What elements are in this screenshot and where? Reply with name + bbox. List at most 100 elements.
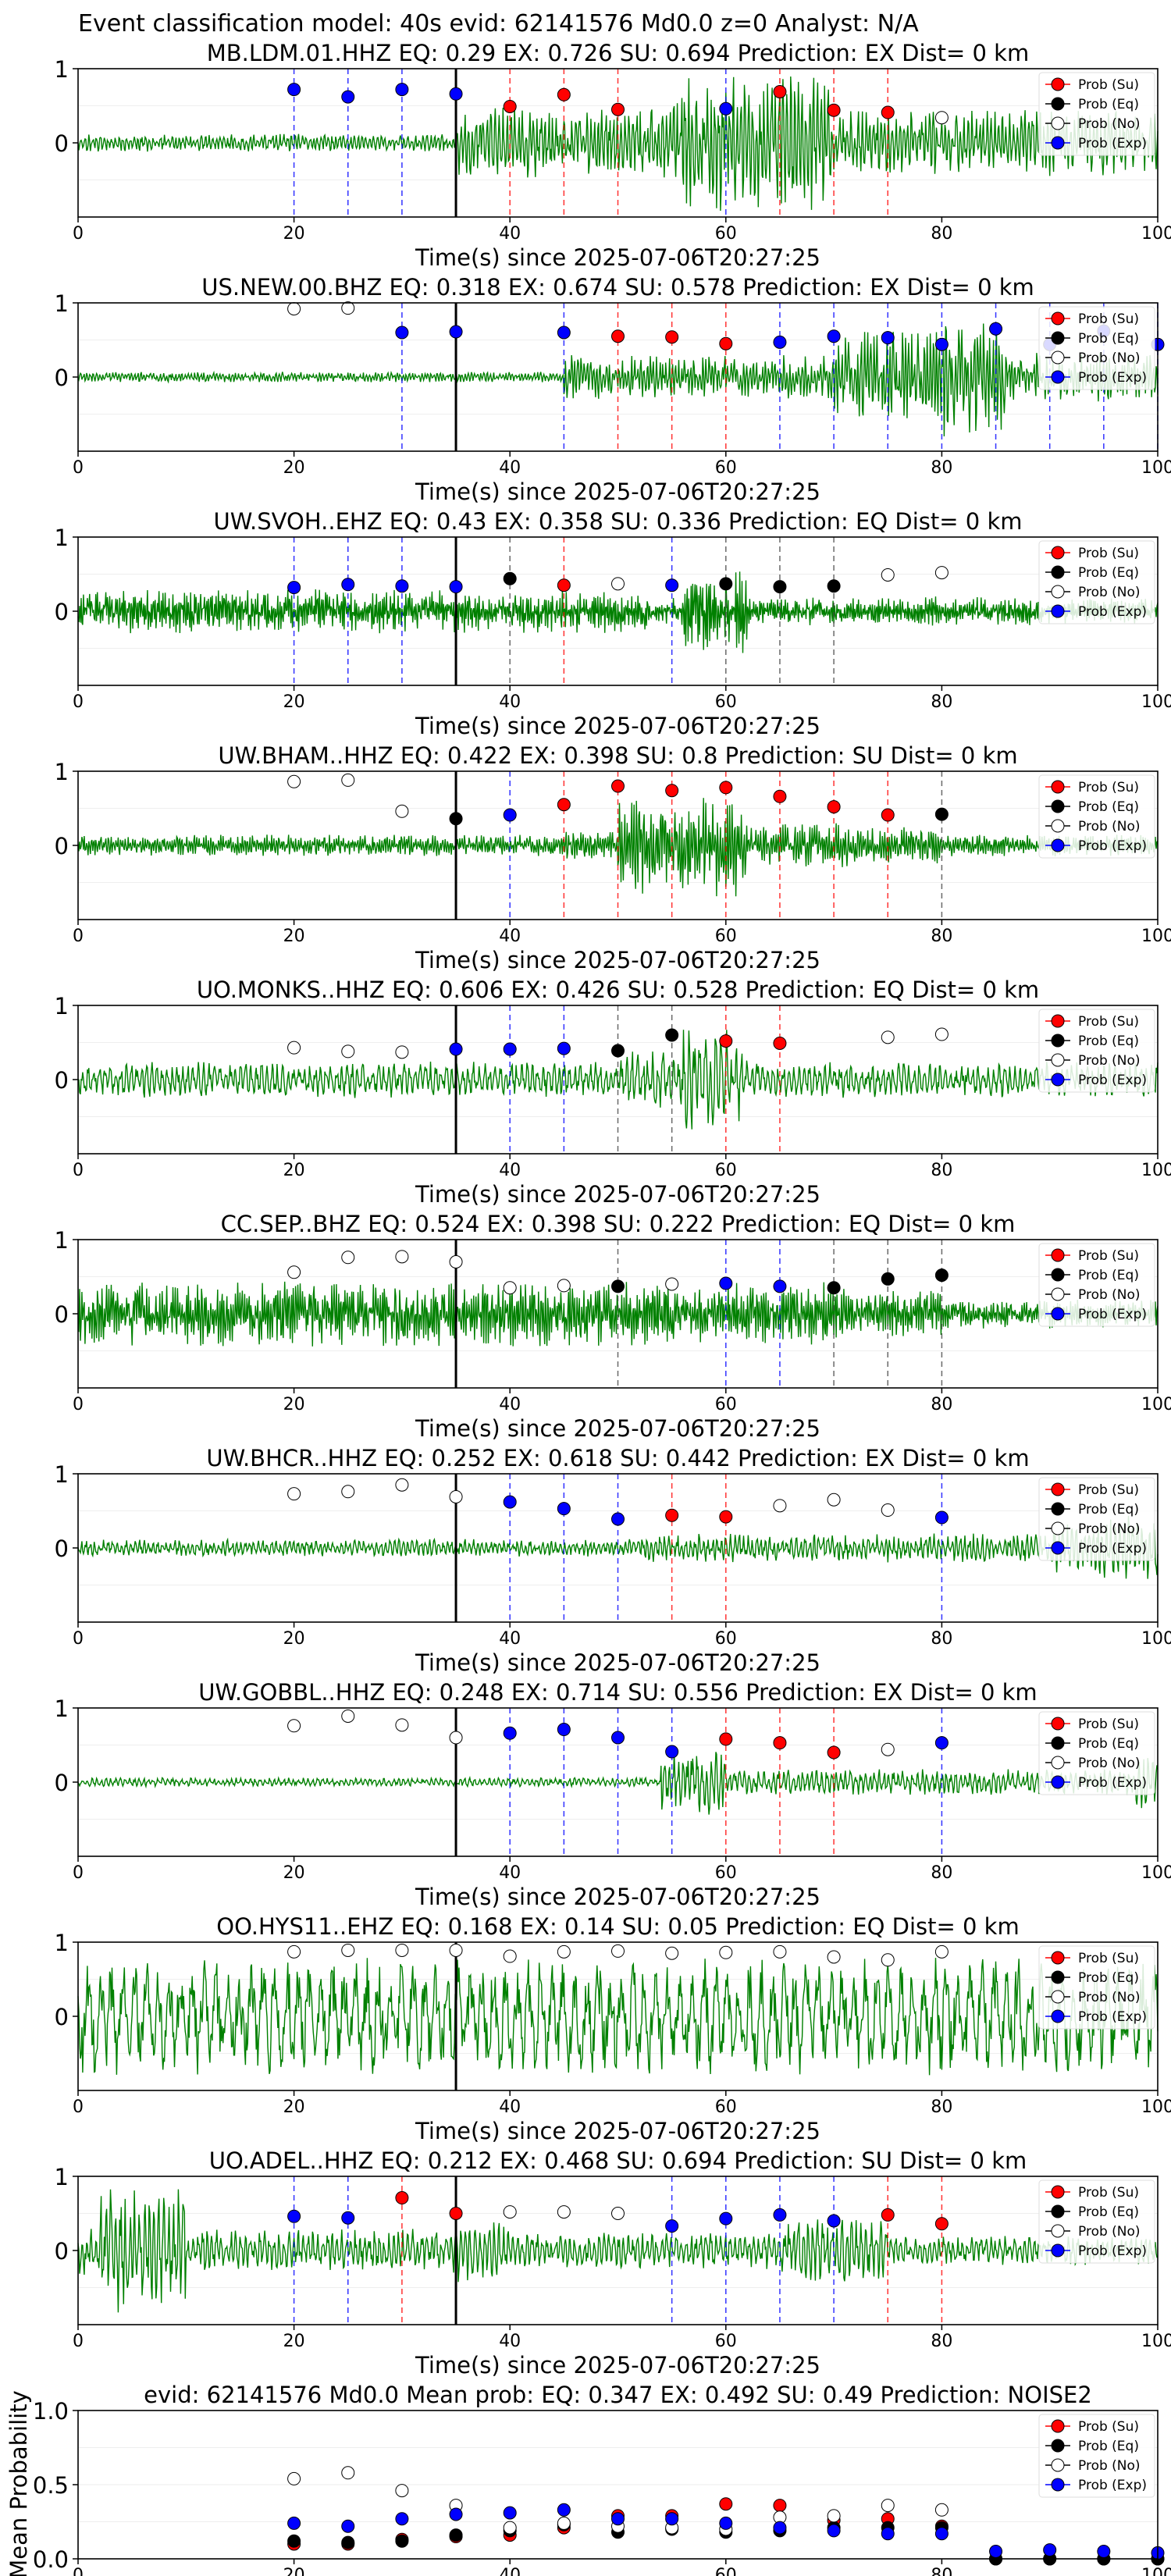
x-tick-label: 100 <box>1141 2097 1171 2117</box>
legend-marker-exp <box>1051 2243 1065 2258</box>
legend-label-exp: Prob (Exp) <box>1078 2009 1147 2025</box>
panel-title: CC.SEP..BHZ EQ: 0.524 EX: 0.398 SU: 0.22… <box>221 1211 1016 1237</box>
prob-point-exp <box>719 1276 733 1290</box>
x-tick-label: 40 <box>499 2097 521 2117</box>
prob-point-no <box>395 804 409 818</box>
legend-label-su: Prob (Su) <box>1078 77 1139 93</box>
prob-point-no <box>341 1943 355 1957</box>
legend-label-eq: Prob (Eq) <box>1078 1034 1139 1049</box>
legend-box <box>1038 2179 1155 2264</box>
legend-label-eq: Prob (Eq) <box>1078 331 1139 347</box>
legend-marker-no <box>1051 116 1065 130</box>
mean-point-exp <box>773 2521 787 2535</box>
legend-label-eq: Prob (Eq) <box>1078 2204 1139 2220</box>
prob-point-su <box>665 330 679 344</box>
y-tick-label: 0 <box>55 1535 69 1562</box>
mean-point-exp <box>557 2503 571 2517</box>
prob-point-no <box>287 302 301 316</box>
prob-point-su <box>719 336 733 350</box>
panel-6: CC.SEP..BHZ EQ: 0.524 EX: 0.398 SU: 0.22… <box>55 1211 1171 1442</box>
legend-marker-eq <box>1051 1970 1065 1984</box>
y-tick-label: 1 <box>55 993 69 1019</box>
legend-marker-su <box>1051 1951 1065 1965</box>
prob-point-exp <box>934 1736 949 1750</box>
prob-point-no <box>934 111 949 125</box>
prob-point-exp <box>665 578 679 592</box>
prob-point-no <box>773 1944 787 1959</box>
prob-point-eq <box>827 1281 841 1295</box>
legend-marker-exp <box>1051 2478 1065 2492</box>
panel-title: UW.BHCR..HHZ EQ: 0.252 EX: 0.618 SU: 0.4… <box>206 1445 1029 1471</box>
legend-box <box>1038 306 1155 390</box>
x-tick-label: 0 <box>73 2332 84 2351</box>
mean-point-no <box>557 2516 571 2530</box>
legend-label-exp: Prob (Exp) <box>1078 2243 1147 2259</box>
legend-label-eq: Prob (Eq) <box>1078 1268 1139 1283</box>
y-tick-label: 1 <box>55 1695 69 1722</box>
prob-point-exp <box>449 325 463 339</box>
x-tick-label: 60 <box>715 1395 737 1414</box>
legend-label-no: Prob (No) <box>1078 350 1141 366</box>
panel-title: evid: 62141576 Md0.0 Mean prob: EQ: 0.34… <box>144 2382 1092 2408</box>
mean-point-exp <box>881 2527 895 2541</box>
prob-point-exp <box>611 1512 625 1526</box>
x-tick-label: 0 <box>73 927 84 946</box>
mean-point-eq <box>287 2534 301 2548</box>
legend-label-no: Prob (No) <box>1078 1990 1141 2005</box>
prob-point-exp <box>341 2211 355 2225</box>
prob-point-no <box>611 1944 625 1958</box>
prob-point-no <box>611 2207 625 2220</box>
prob-point-su <box>719 1732 733 1746</box>
prob-point-exp <box>881 331 895 345</box>
prob-point-exp <box>665 2219 679 2233</box>
prob-point-no <box>395 1718 409 1732</box>
waveform-trace <box>77 1752 1159 1815</box>
x-tick-label: 80 <box>931 1863 952 1883</box>
y-tick-label: 1.0 <box>33 2398 69 2425</box>
prob-point-no <box>395 1045 409 1059</box>
prob-point-exp <box>503 1726 517 1740</box>
legend-marker-su <box>1051 780 1065 794</box>
prob-point-exp <box>449 580 463 594</box>
y-tick-label: 0 <box>55 1301 69 1328</box>
legend-box <box>1038 540 1155 624</box>
prob-point-eq <box>881 1272 895 1286</box>
legend-marker-exp <box>1051 1307 1065 1321</box>
panel-11: evid: 62141576 Md0.0 Mean prob: EQ: 0.34… <box>5 2382 1171 2576</box>
x-axis-label: Time(s) since 2025-07-06T20:27:25 <box>415 244 820 271</box>
prob-point-su <box>611 102 625 116</box>
prob-point-eq <box>611 1044 625 1058</box>
mean-point-exp <box>395 2512 409 2526</box>
prob-point-su <box>719 1034 733 1048</box>
prob-point-no <box>881 568 895 582</box>
x-axis-label: Time(s) since 2025-07-06T20:27:25 <box>415 479 820 505</box>
prob-point-exp <box>395 579 409 593</box>
legend-label-su: Prob (Su) <box>1078 546 1139 561</box>
prob-point-su <box>395 2191 409 2205</box>
mean-point-eq <box>341 2535 355 2549</box>
legend-marker-exp <box>1051 370 1065 384</box>
x-tick-label: 80 <box>931 2332 952 2351</box>
panel-title: MB.LDM.01.HHZ EQ: 0.29 EX: 0.726 SU: 0.6… <box>207 40 1029 66</box>
legend-marker-eq <box>1051 1268 1065 1282</box>
x-tick-label: 100 <box>1141 224 1171 244</box>
legend-marker-su <box>1051 311 1065 326</box>
panel-title: UW.BHAM..HHZ EQ: 0.422 EX: 0.398 SU: 0.8… <box>218 742 1017 769</box>
prob-point-su <box>773 789 787 803</box>
prob-point-no <box>881 1953 895 1967</box>
x-axis-label: Time(s) since 2025-07-06T20:27:25 <box>415 2352 820 2379</box>
legend-marker-exp <box>1051 604 1065 618</box>
y-tick-label: 1 <box>55 1461 69 1488</box>
legend-box <box>1038 774 1155 859</box>
x-tick-label: 0 <box>73 224 84 244</box>
prob-point-eq <box>934 1268 949 1283</box>
prob-point-su <box>557 798 571 812</box>
legend-label-eq: Prob (Eq) <box>1078 1970 1139 1986</box>
x-tick-label: 40 <box>499 1629 521 1649</box>
legend-label-su: Prob (Su) <box>1078 780 1139 795</box>
legend-label-su: Prob (Su) <box>1078 1014 1139 1030</box>
prob-point-no <box>287 1487 301 1501</box>
mean-point-eq <box>449 2528 463 2542</box>
legend-marker-exp <box>1051 838 1065 852</box>
